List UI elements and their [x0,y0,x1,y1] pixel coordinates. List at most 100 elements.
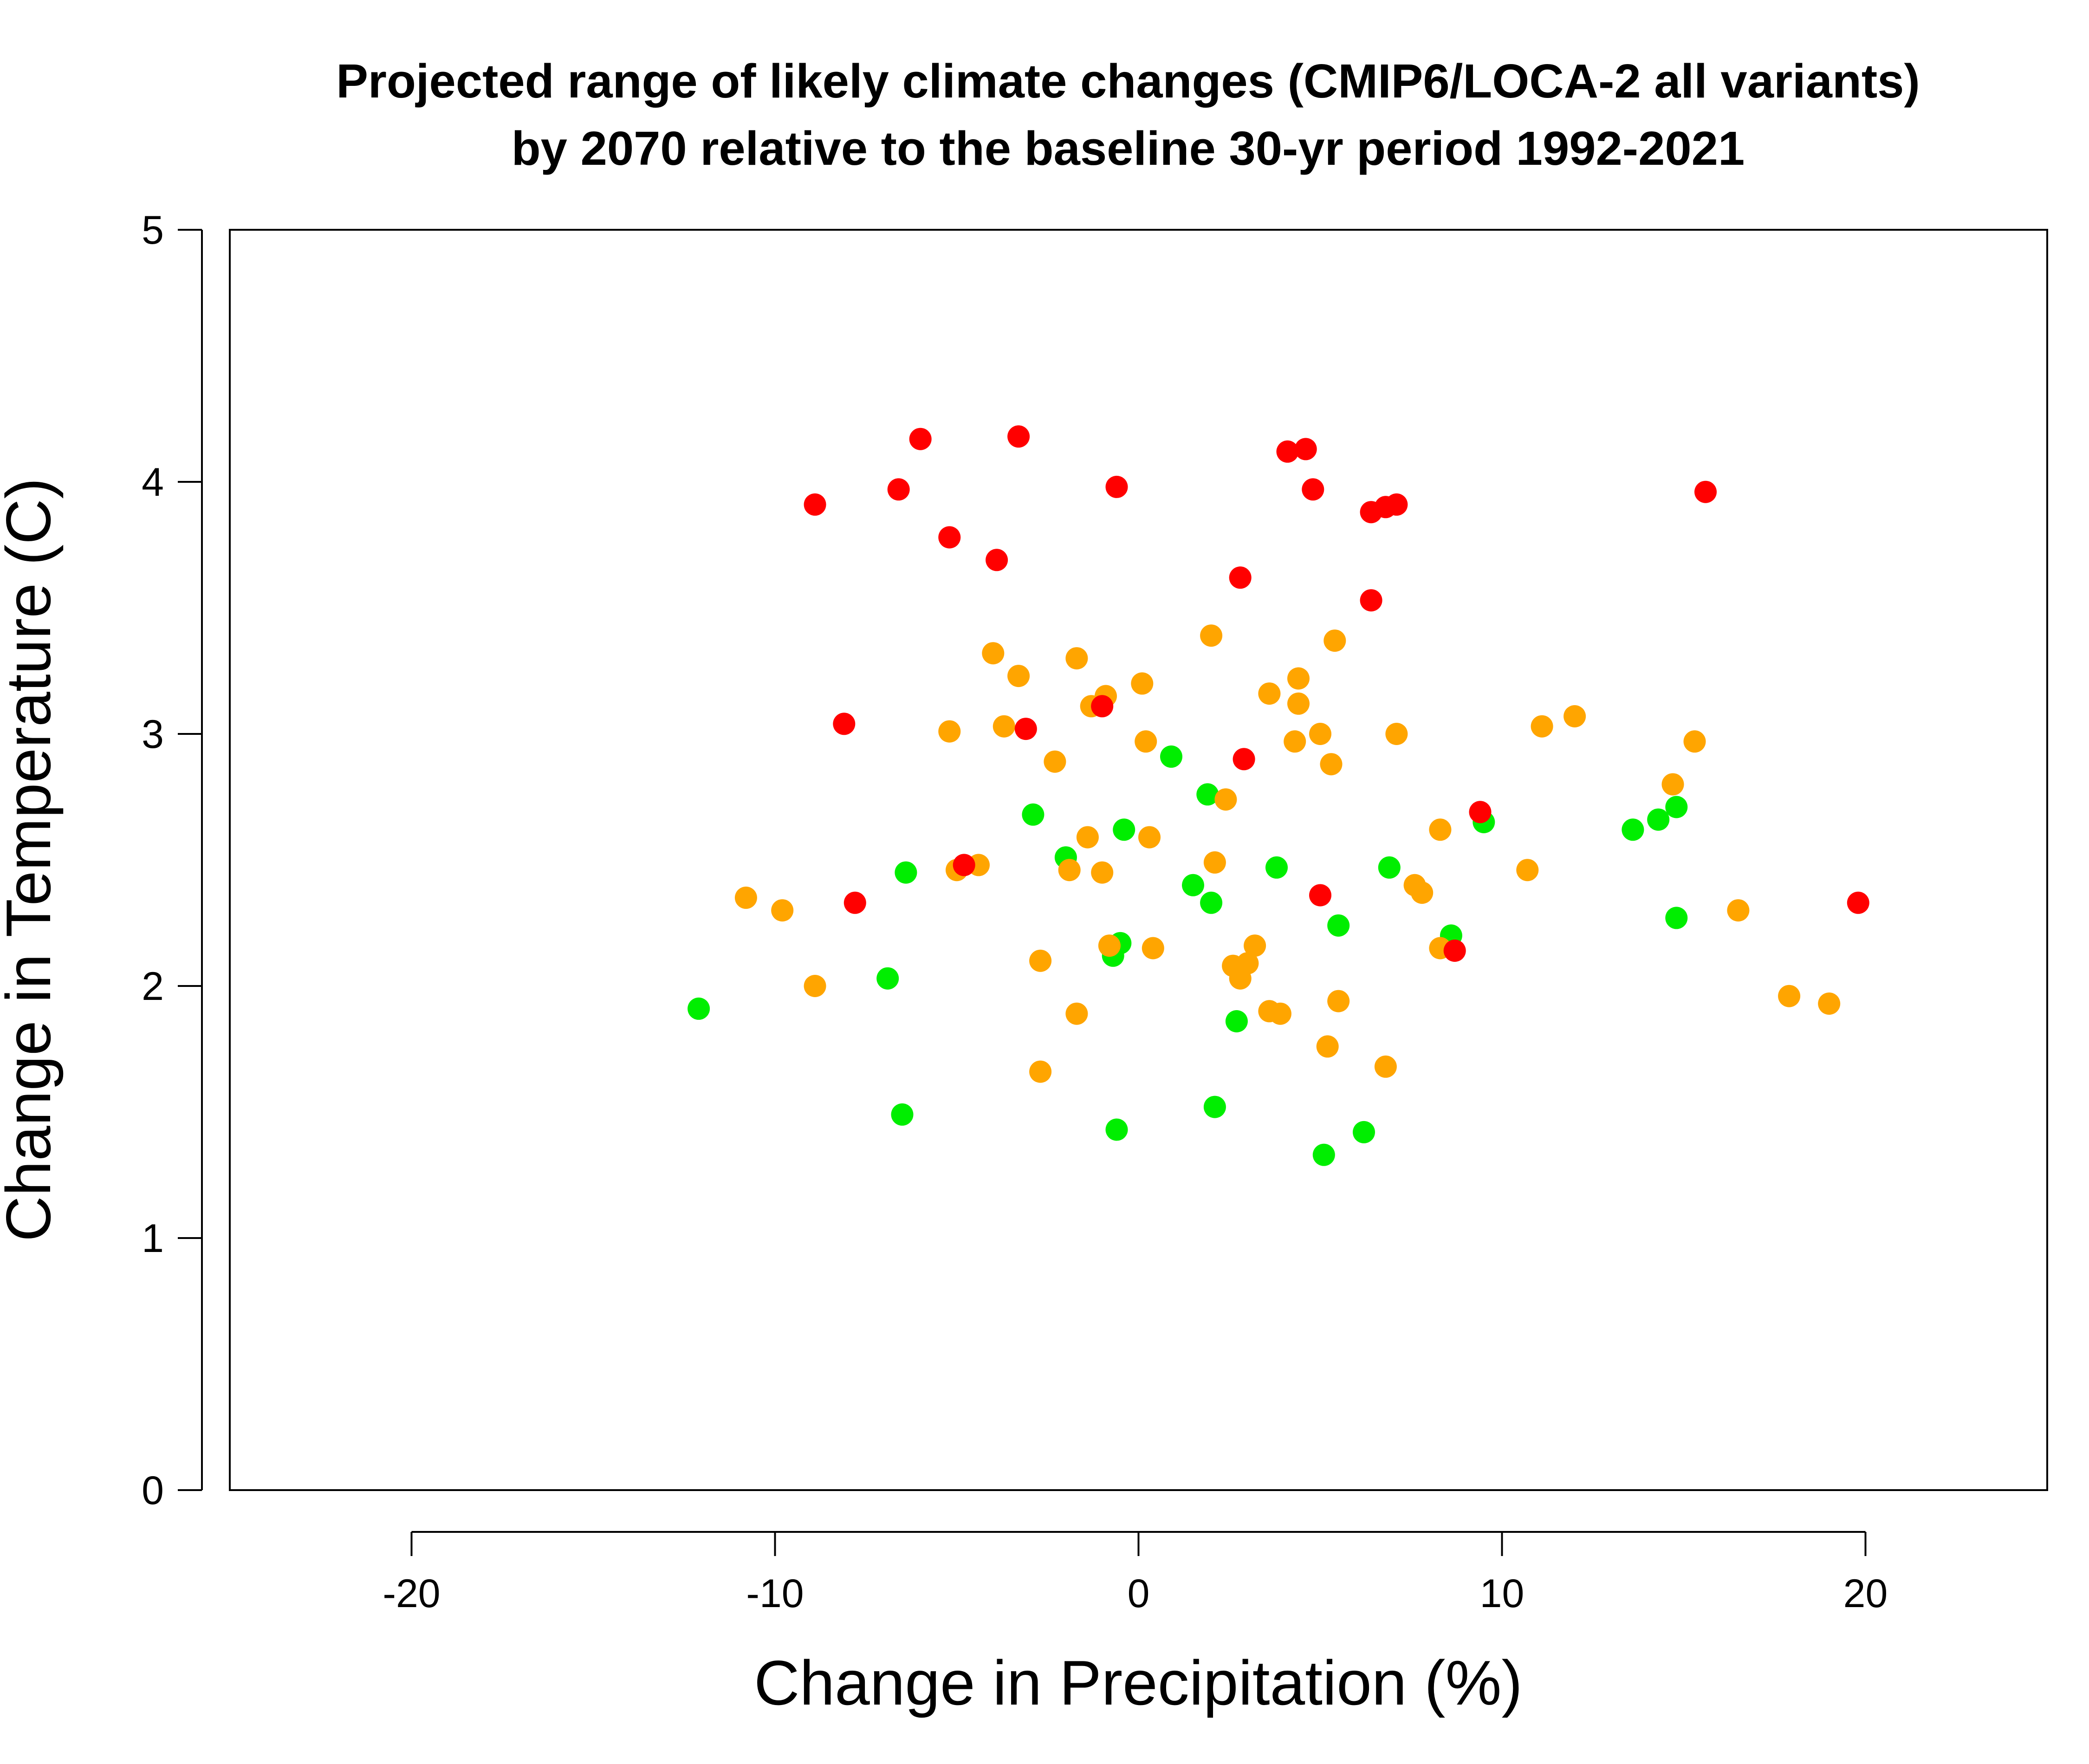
data-point [1360,589,1382,612]
data-point [938,720,961,743]
data-point [1374,1055,1397,1078]
data-point [1182,874,1204,896]
chart-subtitle: by 2070 relative to the baseline 30-yr p… [512,122,1745,175]
data-point [1196,783,1219,806]
plot-frame [229,229,2048,1491]
y-axis: 0 1 2 3 4 5 [142,208,203,1513]
data-point [1312,1143,1335,1166]
data-point [876,967,899,990]
x-tick-label: -20 [383,1571,440,1616]
data-point [1327,914,1350,937]
data-point [1029,949,1052,972]
data-point [1818,992,1841,1015]
data-point [804,975,826,997]
data-point [688,997,710,1020]
data-point [1131,672,1154,695]
data-point [1022,803,1044,826]
data-point [1014,718,1037,740]
data-point [1847,891,1869,914]
data-point [1135,730,1157,753]
data-point [1661,773,1684,796]
data-point [1105,475,1128,498]
data-point [843,891,866,914]
data-point [982,642,1005,665]
data-point [1058,859,1081,882]
data-point [1214,788,1237,811]
data-point [1411,882,1434,904]
x-tick-label: -10 [746,1571,804,1616]
y-axis-label: Change in Temperature (C) [0,478,64,1241]
x-axis-label: Change in Precipitation (%) [754,1647,1523,1718]
data-point [1353,1121,1375,1143]
data-point [1229,566,1252,589]
data-point [1236,952,1259,975]
data-point [1138,826,1161,849]
data-point [1443,940,1466,962]
data-point [1665,907,1688,929]
data-point [1233,748,1255,771]
data-point [1778,985,1801,1007]
data-point [1516,859,1539,882]
x-tick-label: 0 [1128,1571,1150,1616]
data-point [1044,750,1066,773]
x-axis: -20 -10 0 10 20 [383,1531,1888,1616]
data-point [891,1103,914,1126]
data-point [1076,826,1099,849]
data-point [895,861,917,884]
data-point [953,854,975,876]
data-point [887,478,910,501]
data-point [1665,796,1688,818]
data-point [1200,624,1223,647]
data-point [1284,730,1306,753]
data-point [1007,665,1030,687]
data-point [1160,745,1182,768]
x-tick-label: 20 [1843,1571,1888,1616]
data-point [1320,753,1343,776]
data-point [833,713,856,735]
data-point [1113,818,1135,841]
data-point [1294,438,1317,460]
y-tick-label: 0 [142,1468,164,1513]
data-points [688,425,1869,1166]
data-point [1385,723,1408,745]
data-point [1385,493,1408,516]
data-point [1142,937,1164,960]
data-point [1203,851,1226,874]
data-point [1323,629,1346,652]
data-point [1200,891,1223,914]
data-point [1316,1035,1339,1058]
data-point [1287,667,1310,690]
data-point [1105,1118,1128,1141]
data-point [1007,425,1030,448]
y-tick-label: 2 [142,964,164,1009]
data-point [1647,808,1670,831]
data-point [1564,705,1586,727]
data-point [1302,478,1324,501]
data-point [1727,899,1750,922]
y-tick-label: 5 [142,208,164,253]
data-point [1429,818,1452,841]
data-point [1309,723,1331,745]
data-point [1309,884,1331,907]
data-point [734,886,757,909]
data-point [1065,647,1088,670]
y-tick-label: 4 [142,460,164,505]
data-point [1098,934,1121,957]
data-point [1203,1096,1226,1118]
data-point [1265,856,1288,879]
y-tick-label: 1 [142,1216,164,1261]
data-point [1258,682,1281,705]
data-point [1469,801,1492,824]
y-tick-label: 3 [142,712,164,757]
data-point [1622,818,1644,841]
x-tick-label: 10 [1480,1571,1525,1616]
data-point [1029,1060,1052,1083]
data-point [1327,990,1350,1012]
data-point [986,549,1008,571]
data-point [1225,1010,1248,1032]
data-point [1276,440,1299,463]
data-point [771,899,794,922]
data-point [1244,934,1266,957]
